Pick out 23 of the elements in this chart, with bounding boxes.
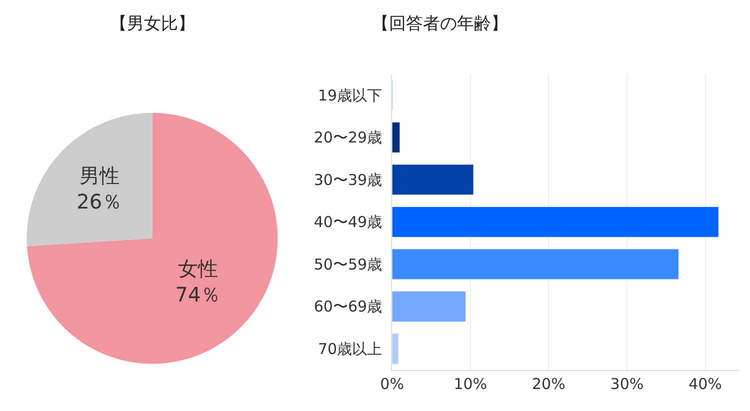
y-tick-label: 30〜39歳	[314, 170, 382, 189]
bar	[392, 122, 400, 153]
y-tick-label: 40〜49歳	[314, 213, 382, 232]
x-tick-label: 20%	[532, 374, 566, 393]
x-tick-label: 0%	[380, 374, 404, 393]
y-tick-label: 50〜59歳	[314, 255, 382, 274]
x-tick-label: 40%	[688, 374, 722, 393]
y-tick-label: 70歳以上	[318, 340, 382, 358]
bar	[392, 291, 466, 322]
chart-title: 【男女比】	[110, 14, 195, 34]
x-tick-label: 10%	[454, 374, 488, 393]
slice-label: 男性	[79, 164, 120, 188]
data-label: 74％	[175, 282, 221, 306]
y-tick-label: 19歳以下	[318, 86, 382, 104]
pie-slice	[27, 112, 152, 246]
slice-label: 女性	[178, 256, 218, 280]
x-tick-label: 30%	[610, 374, 644, 393]
pie-slice	[27, 112, 278, 364]
chart-title: 【回答者の年齢】	[372, 14, 508, 34]
y-tick-label: 20〜29歳	[314, 128, 382, 147]
data-label: 26％	[76, 190, 122, 214]
y-tick-label: 60〜69歳	[314, 298, 382, 316]
bar	[392, 333, 399, 364]
